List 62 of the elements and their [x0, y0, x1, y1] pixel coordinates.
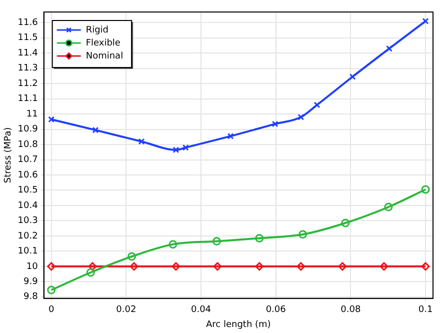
point [298, 114, 304, 120]
point [182, 144, 189, 151]
point [255, 234, 264, 242]
y-tick-label: 11.2 [18, 78, 38, 89]
point [168, 240, 178, 249]
legend-label: Rigid [86, 25, 109, 36]
point [384, 202, 393, 212]
point [47, 286, 56, 294]
point [47, 262, 56, 271]
point [386, 45, 392, 52]
point [380, 262, 388, 271]
point [212, 237, 221, 246]
y-tick-label: 11.4 [18, 48, 38, 58]
y-tick-label: 10.1 [18, 246, 38, 257]
y-tick-label: 10 [26, 262, 38, 272]
point [92, 126, 99, 134]
y-tick-label: 10.5 [18, 186, 38, 196]
point [213, 262, 222, 271]
point [338, 262, 347, 271]
legend-label: Flexible [86, 38, 121, 48]
point [48, 116, 55, 123]
y-tick-label: 11.1 [18, 94, 38, 104]
y-tick-label: 10.3 [18, 216, 38, 226]
x-tick-label: 0.06 [266, 305, 286, 316]
y-tick-label: 10.2 [18, 231, 38, 242]
point [128, 252, 136, 261]
point [272, 120, 278, 128]
point [341, 218, 350, 228]
point [255, 262, 264, 271]
x-tick-label: 0 [48, 305, 54, 316]
point [421, 262, 430, 271]
point [314, 102, 320, 108]
y-tick-label: 11.6 [18, 18, 38, 28]
x-axis-title: Arc length (m) [206, 320, 271, 330]
x-tick-label: 0.04 [190, 305, 212, 316]
y-tick-label: 11 [26, 109, 38, 120]
point [349, 74, 356, 80]
x-tick-label: 0.08 [340, 305, 361, 316]
y-tick-label: 10.9 [18, 124, 38, 135]
legend-label: Nominal [86, 51, 124, 62]
point [298, 230, 308, 239]
point [227, 132, 234, 140]
y-tick-label: 9.9 [24, 276, 38, 287]
point [421, 185, 430, 194]
y-tick-label: 10.7 [18, 155, 38, 166]
point [296, 262, 306, 271]
y-tick-label: 11.5 [18, 33, 38, 44]
point [172, 262, 180, 271]
y-axis-title: Stress (MPa) [4, 127, 14, 184]
point [86, 268, 95, 277]
y-tick-label: 9.8 [24, 292, 38, 302]
point [138, 138, 145, 145]
x-tick-label: 0.02 [116, 305, 136, 316]
y-tick-label: 10.6 [18, 170, 38, 180]
y-tick-label: 10.4 [18, 200, 38, 211]
x-tick-label: 0.1 [418, 305, 433, 316]
point [130, 262, 138, 271]
point [172, 146, 180, 154]
y-tick-label: 11.3 [18, 64, 38, 74]
point [422, 18, 429, 24]
point [88, 262, 97, 271]
y-tick-label: 10.8 [18, 140, 38, 150]
